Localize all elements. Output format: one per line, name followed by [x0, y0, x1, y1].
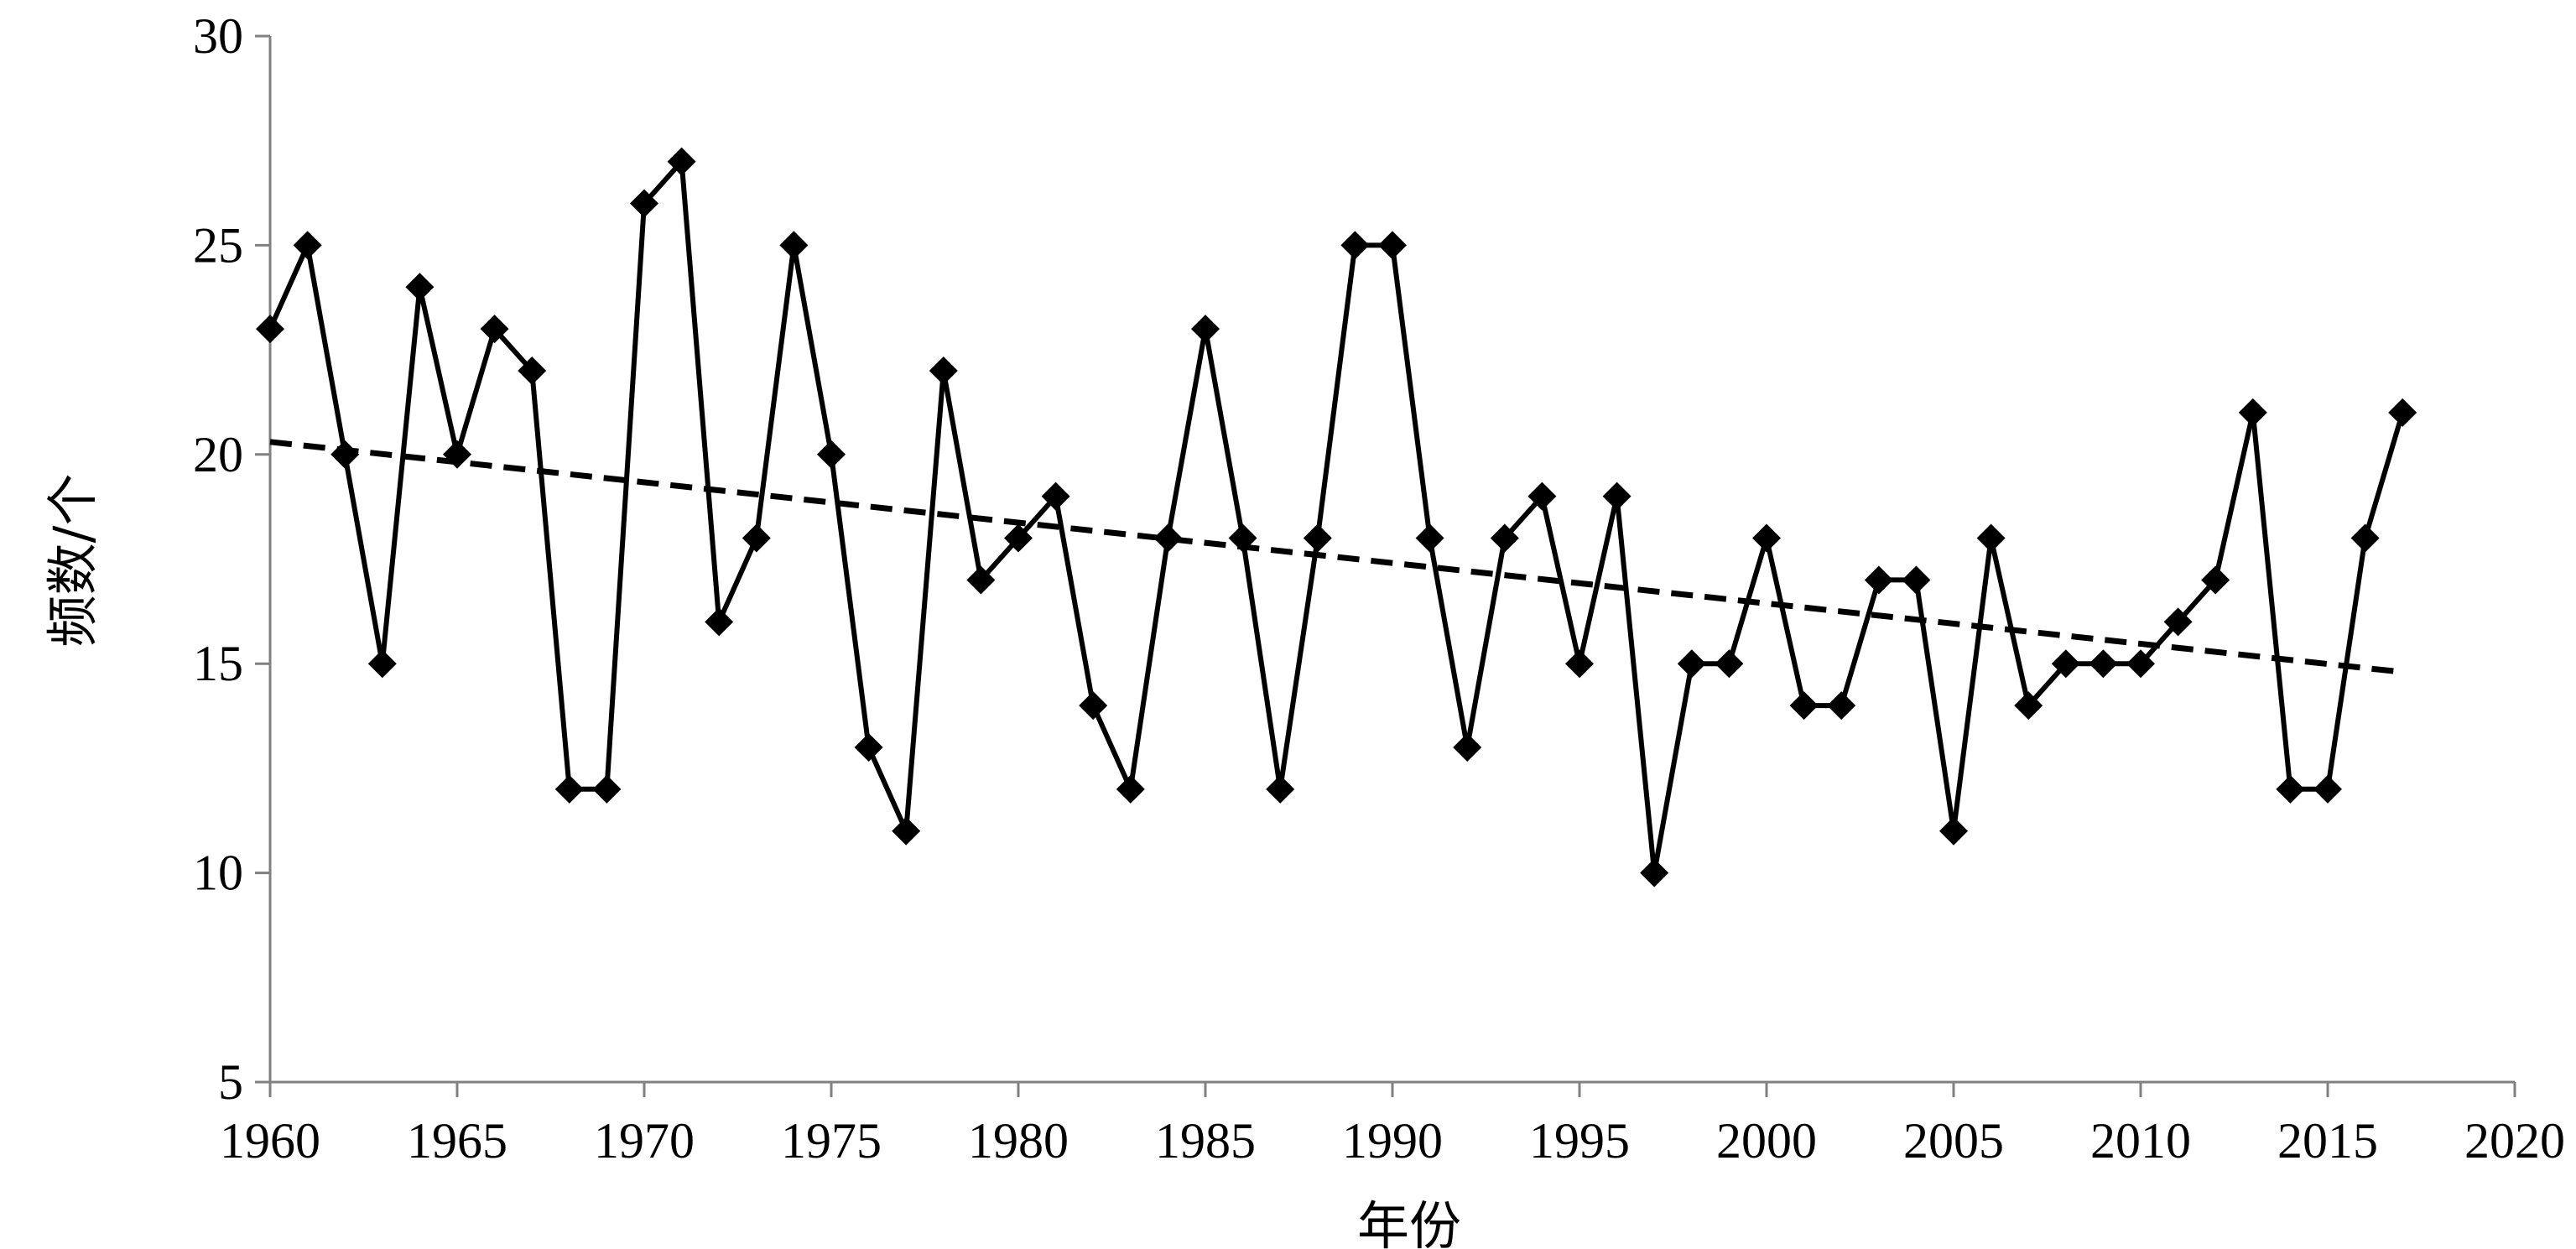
- y-axis-title: 频数/个: [42, 474, 103, 648]
- data-point: [1789, 691, 1819, 721]
- data-point: [2201, 565, 2230, 595]
- data-point: [1041, 481, 1070, 511]
- axes: [255, 34, 2516, 1097]
- data-point: [892, 816, 921, 846]
- data-point: [554, 774, 584, 804]
- data-point: [630, 189, 658, 218]
- data-point: [1153, 523, 1183, 553]
- data-point: [1079, 691, 1108, 721]
- x-tick-label: 1970: [594, 1113, 695, 1168]
- data-point: [966, 565, 996, 595]
- data-point: [2238, 398, 2267, 427]
- data-point: [1939, 816, 1968, 846]
- data-point: [1976, 523, 2006, 553]
- data-point: [518, 356, 547, 386]
- data-point: [742, 523, 771, 553]
- trend-line: [269, 439, 2403, 675]
- x-tick-label: 1990: [1342, 1113, 1443, 1168]
- y-tick-label: 20: [193, 427, 243, 482]
- data-point: [480, 315, 509, 344]
- data-point: [2089, 649, 2118, 679]
- data-point: [705, 607, 734, 637]
- data-point: [779, 231, 809, 260]
- data-point: [1490, 523, 1519, 553]
- y-tick-label: 5: [218, 1054, 243, 1110]
- data-point: [1004, 523, 1033, 553]
- data-point: [405, 273, 435, 302]
- x-tick-label: 1960: [220, 1113, 320, 1168]
- data-point: [1191, 315, 1220, 344]
- x-tick-label: 1975: [781, 1113, 882, 1168]
- data-point: [1453, 732, 1482, 762]
- data-point: [1827, 691, 1856, 721]
- data-point: [2163, 607, 2193, 637]
- data-point: [1752, 523, 1781, 553]
- data-point: [1303, 523, 1332, 553]
- data-point: [293, 231, 322, 260]
- data-point: [330, 440, 360, 469]
- data-point: [1116, 774, 1145, 804]
- y-tick-label: 10: [193, 846, 243, 901]
- data-point: [1527, 481, 1557, 511]
- data-point: [2126, 649, 2155, 679]
- data-point: [1864, 565, 1893, 595]
- data-point: [1640, 858, 1669, 887]
- data-point: [929, 356, 958, 386]
- data-point: [256, 315, 284, 344]
- y-tick-label: 30: [193, 8, 243, 64]
- data-point: [2350, 523, 2380, 553]
- x-tick-label: 2015: [2277, 1113, 2378, 1168]
- data-point: [1677, 649, 1706, 679]
- x-tick-label: 1995: [1529, 1113, 1630, 1168]
- data-point: [2276, 774, 2305, 804]
- x-tick-label: 2010: [2090, 1113, 2191, 1168]
- x-axis-title: 年份: [1357, 1195, 1461, 1249]
- data-point: [817, 440, 846, 469]
- x-tick-label: 1985: [1155, 1113, 1256, 1168]
- data-point: [1378, 231, 1407, 260]
- y-tick-label: 15: [193, 636, 243, 691]
- data-point: [667, 147, 696, 176]
- series-layer: [256, 147, 2417, 887]
- data-point: [2313, 774, 2342, 804]
- series-line: [268, 155, 2406, 874]
- data-point: [2014, 691, 2043, 721]
- data-point: [592, 774, 622, 804]
- x-tick-label: 2020: [2464, 1113, 2565, 1168]
- data-point: [1902, 565, 1931, 595]
- y-tick-label: 25: [193, 217, 243, 273]
- data-point: [1415, 523, 1444, 553]
- tick-labels: 5 10 15 20 25 30 1960 1965 1970 1975 1980 1985 1990 1…: [193, 8, 2565, 1168]
- data-point: [2051, 649, 2080, 679]
- data-point: [2388, 398, 2417, 427]
- data-point: [1715, 649, 1744, 679]
- data-point: [1340, 231, 1370, 260]
- x-tick-label: 2000: [1716, 1113, 1817, 1168]
- data-point: [1565, 649, 1594, 679]
- x-tick-label: 1965: [407, 1113, 507, 1168]
- data-point: [367, 649, 397, 679]
- x-tick-label: 2005: [1903, 1113, 2004, 1168]
- data-point: [854, 732, 883, 762]
- data-point: [1266, 774, 1295, 804]
- data-point: [1602, 481, 1631, 511]
- x-tick-label: 1980: [968, 1113, 1069, 1168]
